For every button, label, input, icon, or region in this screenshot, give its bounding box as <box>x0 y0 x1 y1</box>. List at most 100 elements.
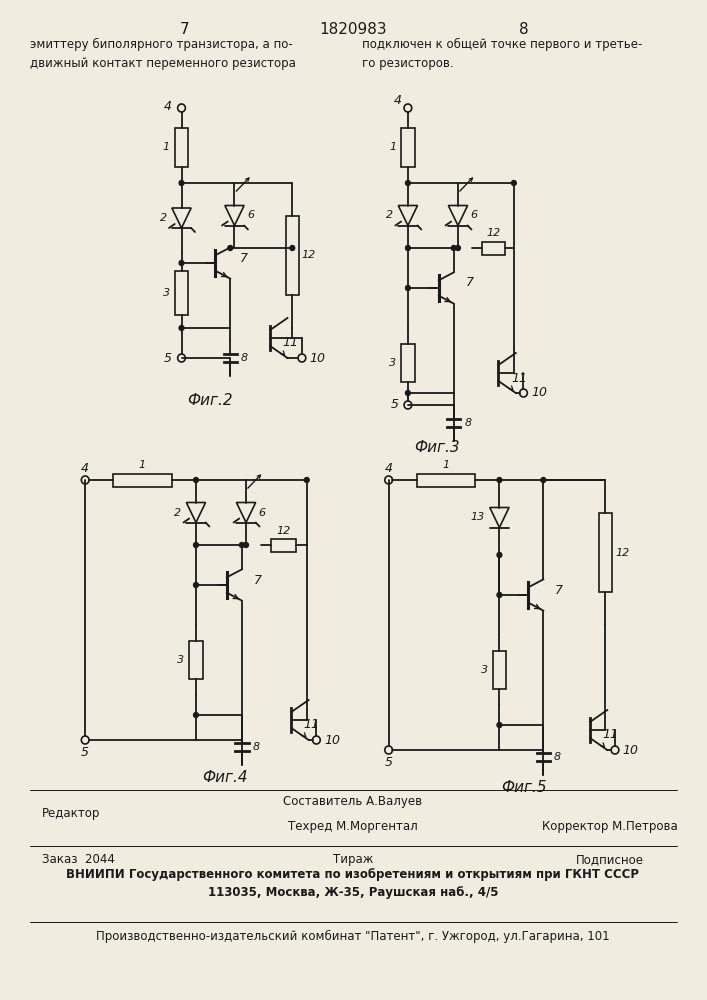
Polygon shape <box>187 502 206 522</box>
Text: 1: 1 <box>443 460 450 471</box>
Text: 8: 8 <box>519 22 528 37</box>
Text: 2: 2 <box>160 213 167 223</box>
Text: Тираж: Тираж <box>333 853 373 866</box>
Circle shape <box>194 542 199 548</box>
Circle shape <box>179 326 184 330</box>
Text: 8: 8 <box>241 353 248 363</box>
Text: Производственно-издательский комбинат "Патент", г. Ужгород, ул.Гагарина, 101: Производственно-издательский комбинат "П… <box>96 930 610 943</box>
Text: 13: 13 <box>471 512 485 522</box>
Text: 8: 8 <box>252 742 259 752</box>
Text: 7: 7 <box>555 584 563 596</box>
Text: 8: 8 <box>464 418 472 428</box>
Circle shape <box>497 722 502 728</box>
Circle shape <box>497 478 502 483</box>
Text: 113035, Москва, Ж-35, Раушская наб., 4/5: 113035, Москва, Ж-35, Раушская наб., 4/5 <box>208 886 498 899</box>
Text: 7: 7 <box>254 574 262 586</box>
Text: 8: 8 <box>554 752 561 762</box>
Bar <box>286 216 299 295</box>
Text: 12: 12 <box>276 526 291 536</box>
Polygon shape <box>236 502 256 522</box>
Text: Фиг.4: Фиг.4 <box>202 770 247 785</box>
Bar <box>189 641 203 679</box>
Text: Заказ  2044: Заказ 2044 <box>42 853 115 866</box>
Polygon shape <box>225 206 244 226</box>
Circle shape <box>611 746 619 754</box>
Circle shape <box>451 245 456 250</box>
Text: 10: 10 <box>324 734 340 746</box>
Text: эмиттеру биполярного транзистора, а по-
движный контакт переменного резистора: эмиттеру биполярного транзистора, а по- … <box>30 38 296 70</box>
Text: 1820983: 1820983 <box>319 22 387 37</box>
Text: 3: 3 <box>163 288 170 298</box>
Circle shape <box>228 245 233 250</box>
Circle shape <box>406 390 410 395</box>
Circle shape <box>298 354 306 362</box>
Text: 11: 11 <box>602 728 619 742</box>
Circle shape <box>497 552 502 558</box>
Polygon shape <box>172 208 191 228</box>
Text: 1: 1 <box>163 142 170 152</box>
Circle shape <box>244 542 248 548</box>
Text: 11: 11 <box>304 718 320 732</box>
Text: 10: 10 <box>623 744 638 756</box>
Text: 6: 6 <box>259 508 266 518</box>
Circle shape <box>385 746 392 754</box>
Text: 10: 10 <box>310 352 326 364</box>
Text: 5: 5 <box>81 746 89 758</box>
Circle shape <box>385 476 392 484</box>
Bar <box>113 474 172 487</box>
Circle shape <box>406 245 410 250</box>
Circle shape <box>312 736 320 744</box>
Circle shape <box>290 245 295 250</box>
Circle shape <box>455 245 460 250</box>
Text: 1: 1 <box>139 460 146 471</box>
Bar <box>416 474 475 487</box>
Circle shape <box>177 354 185 362</box>
Bar <box>493 651 506 689</box>
Text: 4: 4 <box>81 462 89 475</box>
Bar <box>175 128 188 167</box>
Text: Фиг.5: Фиг.5 <box>501 780 547 795</box>
Text: Составитель А.Валуев: Составитель А.Валуев <box>284 795 423 808</box>
Text: 5: 5 <box>390 398 399 412</box>
Text: 12: 12 <box>302 250 316 260</box>
Circle shape <box>497 592 502 597</box>
Text: 1: 1 <box>390 142 397 152</box>
Text: 2: 2 <box>175 508 182 518</box>
Text: 5: 5 <box>385 756 392 768</box>
Text: подключен к общей точке первого и третье-
го резисторов.: подключен к общей точке первого и третье… <box>362 38 642 70</box>
Circle shape <box>404 104 411 112</box>
Circle shape <box>177 104 185 112</box>
Text: 10: 10 <box>531 386 547 399</box>
Polygon shape <box>448 206 467 226</box>
Bar <box>271 538 296 552</box>
Text: 3: 3 <box>177 655 185 665</box>
Text: Фиг.3: Фиг.3 <box>414 440 460 455</box>
Text: 3: 3 <box>481 665 488 675</box>
Text: 11: 11 <box>283 336 298 350</box>
Bar <box>481 241 505 254</box>
Text: Техред М.Моргентал: Техред М.Моргентал <box>288 820 418 833</box>
Bar <box>401 344 414 382</box>
Text: 6: 6 <box>470 211 478 221</box>
Text: 3: 3 <box>390 358 397 368</box>
Text: Фиг.2: Фиг.2 <box>187 393 233 408</box>
Bar <box>599 513 612 592</box>
Polygon shape <box>398 206 418 226</box>
Text: 4: 4 <box>164 100 172 112</box>
Circle shape <box>404 401 411 409</box>
Circle shape <box>406 180 410 186</box>
Text: 6: 6 <box>247 211 254 221</box>
Circle shape <box>81 476 89 484</box>
Circle shape <box>194 582 199 587</box>
Circle shape <box>194 712 199 718</box>
Text: Корректор М.Петрова: Корректор М.Петрова <box>542 820 678 833</box>
Circle shape <box>81 736 89 744</box>
Text: 4: 4 <box>395 94 402 106</box>
Text: 11: 11 <box>511 371 527 384</box>
Text: 7: 7 <box>180 22 189 37</box>
Polygon shape <box>490 508 509 528</box>
Text: 4: 4 <box>385 462 392 475</box>
Circle shape <box>179 180 184 186</box>
Bar <box>401 128 414 167</box>
Text: Редактор: Редактор <box>42 806 100 820</box>
